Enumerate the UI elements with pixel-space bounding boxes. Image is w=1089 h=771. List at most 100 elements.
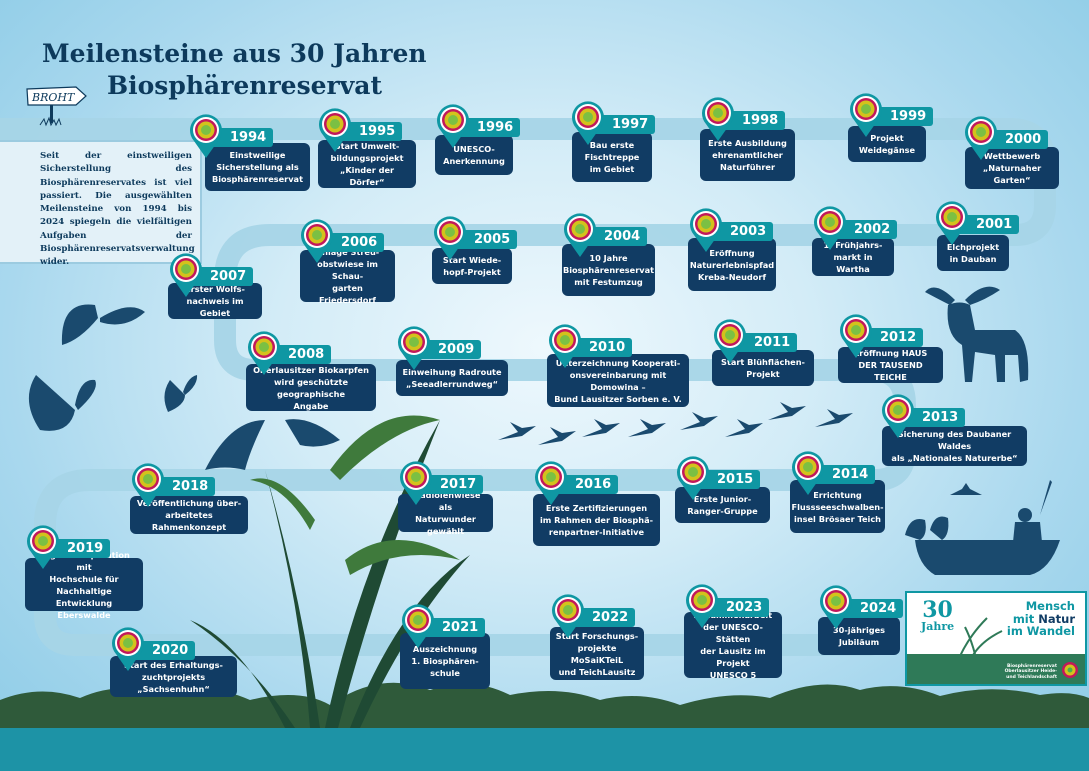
milestone-card-1998: Erste Ausbildung ehrenamtlicher Naturfüh…	[700, 129, 795, 181]
milestone-year-1996: 1996	[459, 118, 521, 137]
logo-emblem-icon	[1062, 662, 1078, 678]
location-pin-icon	[838, 313, 874, 359]
location-pin-icon	[934, 200, 970, 246]
location-pin-icon	[818, 584, 854, 630]
location-pin-icon	[130, 462, 166, 508]
milestone-year-2001: 2001	[958, 215, 1020, 234]
location-pin-icon	[550, 593, 586, 639]
location-pin-icon	[812, 205, 848, 251]
location-pin-icon	[188, 113, 224, 159]
sign-label: BROHT	[31, 91, 76, 104]
milestone-year-2011: 2011	[736, 333, 798, 352]
milestone-card-2008: Oberlausitzer Biokarpfen wird geschützte…	[246, 364, 376, 411]
intro-box: Seit der einstweiligen Sicherstellung de…	[0, 140, 202, 267]
signpost-icon: BROHT	[26, 86, 87, 127]
milestone-year-2017: 2017	[422, 475, 484, 494]
milestone-year-2022: 2022	[574, 608, 636, 627]
location-pin-icon	[396, 325, 432, 371]
milestone-year-1997: 1997	[594, 115, 656, 134]
location-pin-icon	[168, 252, 204, 298]
milestone-year-2005: 2005	[456, 230, 518, 249]
milestone-year-2021: 2021	[424, 618, 486, 637]
motto-line-3: im Wandel	[1006, 624, 1075, 638]
milestone-year-2006: 2006	[323, 233, 385, 252]
location-pin-icon	[688, 207, 724, 253]
reed-leaves-icon	[250, 415, 460, 575]
milestone-year-2023: 2023	[708, 598, 770, 617]
milestone-year-2008: 2008	[270, 345, 332, 364]
logo-organization: Biosphärenreservat Oberlausitzer Heide- …	[1004, 663, 1057, 680]
location-pin-icon	[435, 103, 471, 149]
milestone-year-2013: 2013	[904, 408, 966, 427]
motto-line-2b: Natur	[1038, 611, 1075, 626]
location-pin-icon	[432, 215, 468, 261]
milestone-year-2016: 2016	[557, 475, 619, 494]
milestone-card-1994: Einstweilige Sicherstellung als Biosphär…	[205, 143, 310, 191]
milestone-year-2003: 2003	[712, 222, 774, 241]
location-pin-icon	[110, 626, 146, 672]
milestone-year-2020: 2020	[134, 641, 196, 660]
location-pin-icon	[880, 393, 916, 439]
logo-30-years: 30 Jahre	[921, 599, 954, 633]
boat-fisherman-icon	[905, 480, 1060, 575]
milestone-year-2000: 2000	[987, 130, 1049, 149]
milestone-year-2010: 2010	[571, 338, 633, 357]
milestone-year-2009: 2009	[420, 340, 482, 359]
motto-line-2a: mit	[1012, 611, 1039, 626]
location-pin-icon	[547, 323, 583, 369]
milestone-year-2024: 2024	[842, 599, 904, 618]
location-pin-icon	[400, 603, 436, 649]
milestone-year-1998: 1998	[724, 111, 786, 130]
milestone-year-2018: 2018	[154, 477, 216, 496]
location-pin-icon	[684, 583, 720, 629]
milestone-card-2010: Unterzeichnung Kooperati- onsvereinbarun…	[547, 354, 689, 407]
logo-motto: Mensch mit Natur im Wandel	[1007, 600, 1075, 638]
location-pin-icon	[562, 212, 598, 258]
logo-number: 30	[922, 597, 953, 623]
milestone-year-2019: 2019	[49, 539, 111, 558]
location-pin-icon	[317, 107, 353, 153]
logo-band	[907, 654, 1085, 684]
milestone-year-1994: 1994	[212, 128, 274, 147]
location-pin-icon	[848, 92, 884, 138]
milestone-card-2013: Sicherung des Daubaner Waldes als „Natio…	[882, 426, 1027, 466]
geese-flock-icon	[498, 402, 853, 445]
location-pin-icon	[25, 524, 61, 570]
location-pin-icon	[963, 115, 999, 161]
milestone-year-2004: 2004	[586, 227, 648, 246]
hills	[0, 682, 1089, 728]
milestone-card-2009: Einweihung Radroute „Seeadlerrundweg“	[396, 360, 508, 396]
milestone-card-2000: Wettbewerb „Naturnaher Garten“	[965, 147, 1059, 189]
milestone-year-2012: 2012	[862, 328, 924, 347]
poster-title: Meilensteine aus 30 Jahren Biosphärenres…	[42, 38, 427, 102]
milestone-card-2024: 30-jähriges Jubiläum	[818, 617, 900, 655]
logo-unit: Jahre	[921, 620, 955, 633]
milestone-card-2006: Anlage Streu- obstwiese im Schau- garten…	[300, 247, 395, 305]
milestone-year-1995: 1995	[341, 122, 403, 141]
title-line-1: Meilensteine aus 30 Jahren	[42, 39, 427, 68]
location-pin-icon	[700, 96, 736, 142]
milestone-year-1999: 1999	[872, 107, 934, 126]
milestone-card-2005: Start Wiede- hopf-Projekt	[432, 248, 512, 284]
milestone-year-2007: 2007	[192, 267, 254, 286]
milestone-card-2016: Erste Zertifizierungen im Rahmen der Bio…	[533, 494, 660, 546]
location-pin-icon	[398, 460, 434, 506]
milestone-year-2014: 2014	[814, 465, 876, 484]
milestone-card-2020: Start des Erhaltungs- zuchtprojekts „Sac…	[110, 656, 237, 697]
milestone-year-2015: 2015	[699, 470, 761, 489]
location-pin-icon	[246, 330, 282, 376]
moose-icon	[925, 286, 1029, 382]
water	[0, 728, 1089, 771]
location-pin-icon	[533, 460, 569, 506]
location-pin-icon	[790, 450, 826, 496]
location-pin-icon	[712, 318, 748, 364]
milestone-year-2002: 2002	[836, 220, 898, 239]
anniversary-logo: 30 Jahre Mensch mit Natur im Wandel Bios…	[905, 591, 1087, 686]
milestone-card-1996: UNESCO- Anerkennung	[435, 135, 513, 175]
title-line-2: Biosphärenreservat	[107, 71, 382, 100]
location-pin-icon	[299, 218, 335, 264]
fish-icon	[205, 419, 340, 470]
motto-line-1: Mensch	[1025, 599, 1075, 613]
